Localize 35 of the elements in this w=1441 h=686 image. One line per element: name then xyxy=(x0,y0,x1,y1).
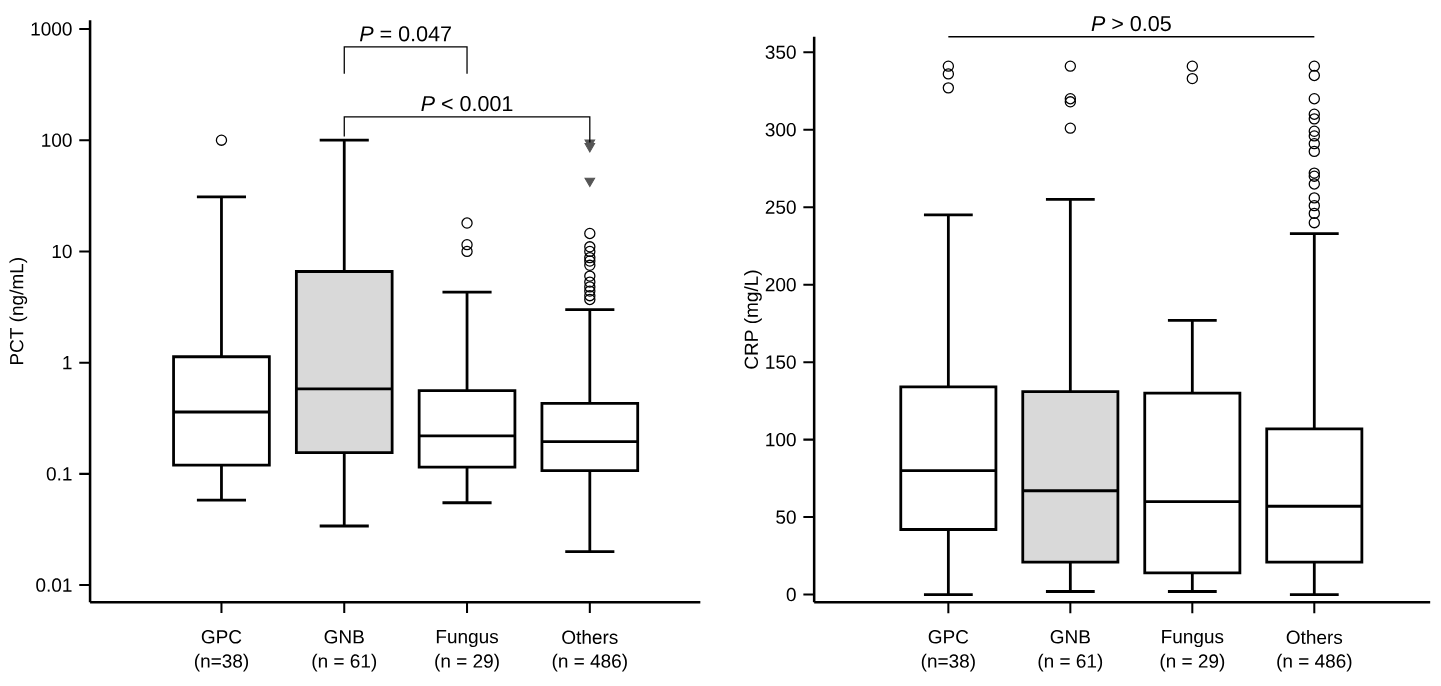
annotation: P = 0.047 xyxy=(359,26,451,42)
annotation: P < 0.001 xyxy=(421,96,513,112)
y-axis-title: PCT (ng/mL) xyxy=(9,258,28,365)
y-tick-label: 250 xyxy=(765,200,796,214)
y-axis-title: CRP (mg/L) xyxy=(744,270,762,369)
y-tick-label: 1 xyxy=(63,356,72,370)
y-tick-label: 300 xyxy=(765,123,796,137)
x-tick-label: Fungus xyxy=(436,630,499,648)
x-tick-label: GPC xyxy=(928,630,969,644)
text: (n = 486) xyxy=(1277,653,1352,672)
text: (n = 29) xyxy=(1160,653,1225,672)
x-tick-label: Others xyxy=(562,630,618,645)
y-tick-label: 1000 xyxy=(31,22,72,36)
text: (n = 61) xyxy=(312,653,377,672)
x-tick-label: GPC xyxy=(201,630,242,644)
y-tick-label: 350 xyxy=(765,45,796,60)
x-tick-label: Fungus xyxy=(1162,630,1224,648)
x-tick-label: GNB xyxy=(1050,630,1090,644)
y-tick-label: 0 xyxy=(786,587,796,602)
text: (n = 29) xyxy=(435,653,499,672)
y-tick-label: 150 xyxy=(766,355,796,369)
y-tick-label: 100 xyxy=(42,133,72,147)
y-tick-label: 10 xyxy=(52,244,72,259)
text: (n = 61) xyxy=(1038,653,1103,672)
x-tick-label: GNB xyxy=(324,630,364,644)
text: (n=38) xyxy=(921,653,975,672)
y-tick-label: 0.01 xyxy=(36,578,72,592)
y-tick-label: 0.1 xyxy=(46,467,72,481)
x-tick-label: Others xyxy=(1286,630,1343,645)
text: P > 0.05 xyxy=(1091,16,1171,32)
y-tick-label: 200 xyxy=(765,277,796,292)
y-tick-label: 100 xyxy=(766,432,796,447)
text: (n = 486) xyxy=(552,653,627,672)
text: (n=38) xyxy=(194,653,249,672)
y-tick-label: 50 xyxy=(776,510,796,524)
